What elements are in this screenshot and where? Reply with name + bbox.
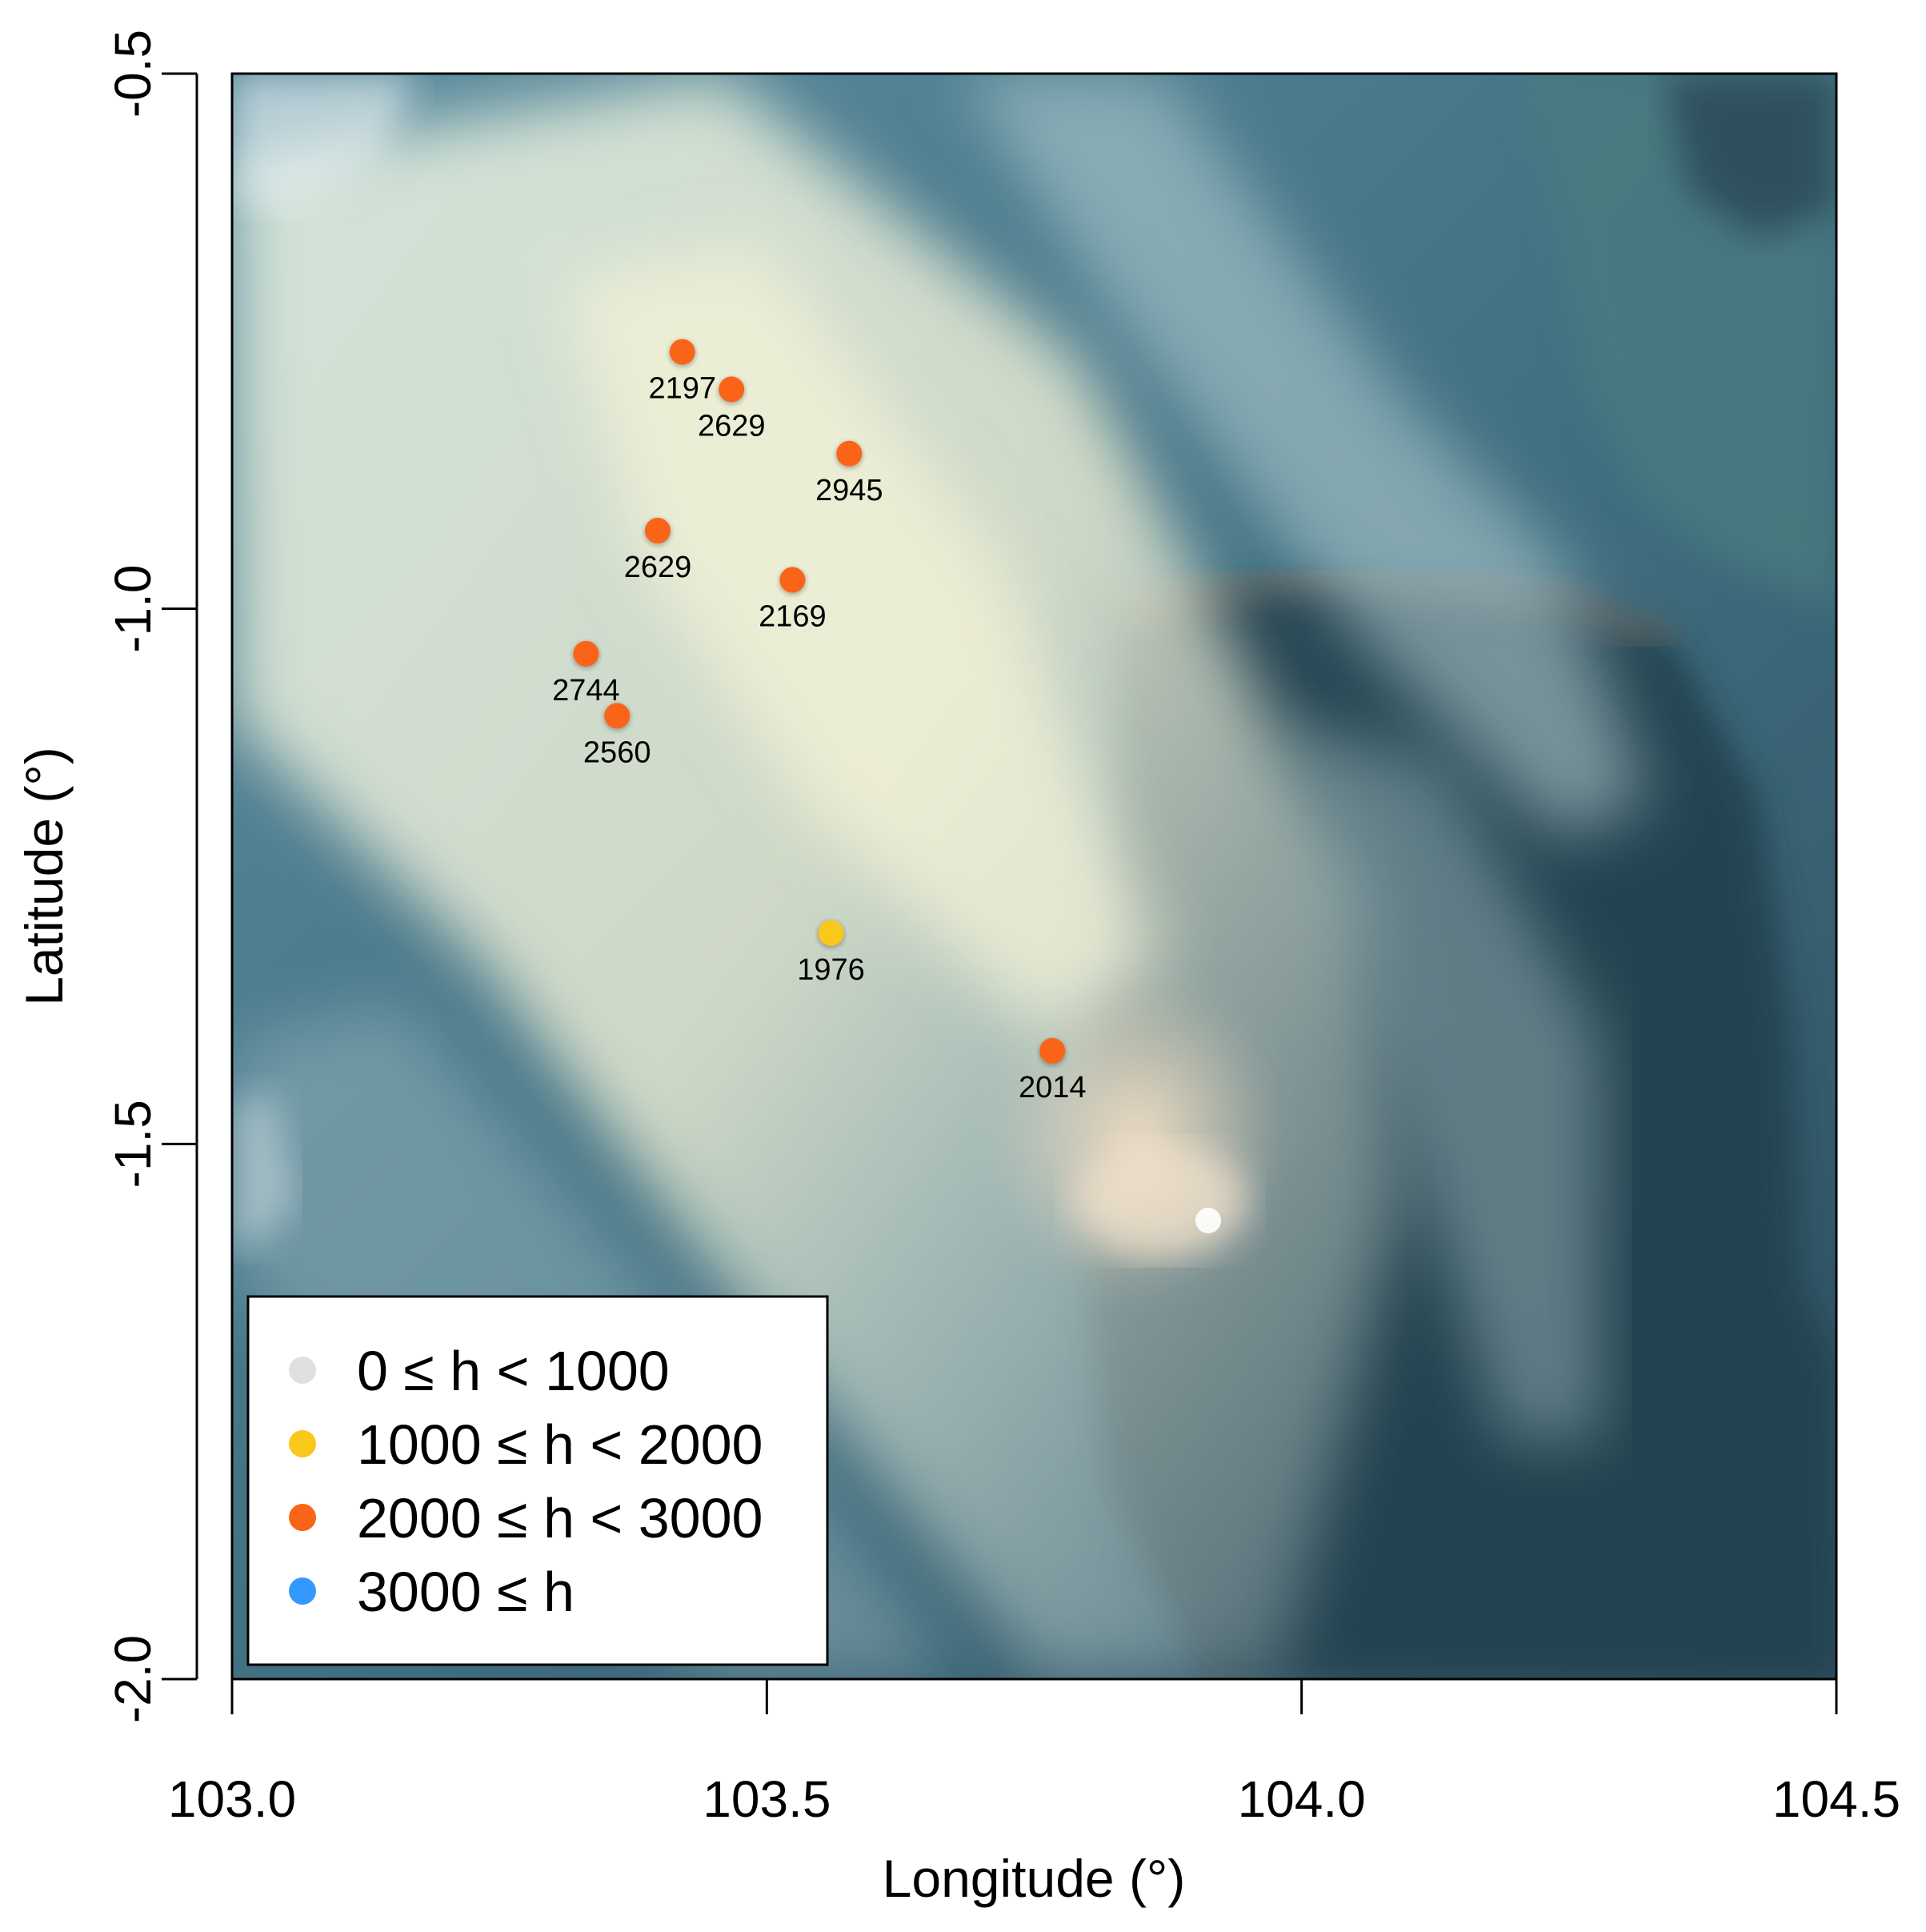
legend-marker [289, 1357, 316, 1384]
legend-marker [289, 1577, 316, 1605]
data-point-label: 2744 [552, 674, 620, 707]
x-axis-title: Longitude (°) [883, 1849, 1186, 1908]
legend-label: 2000 ≤ h < 3000 [357, 1487, 763, 1549]
data-points: 2197 2629 2945 2629 2169 2744 2560 1976 2014 [552, 339, 1086, 1104]
y-axis-title: Latitude (°) [14, 747, 74, 1006]
legend-marker [289, 1430, 316, 1457]
legend-box [246, 1295, 829, 1666]
x-tick-label: 104.5 [1772, 1770, 1900, 1828]
data-point [719, 376, 745, 403]
legend-label: 0 ≤ h < 1000 [357, 1340, 670, 1402]
data-point [669, 339, 695, 365]
y-axis: -2.0 -1.5 -1.0 -0.5 [104, 30, 198, 1723]
x-tick-label: 103.0 [168, 1770, 296, 1828]
data-point-label: 2197 [648, 372, 716, 406]
data-point-label: 2169 [759, 600, 827, 634]
data-point [779, 567, 806, 593]
x-axis: 103.0 103.5 104.0 104.5 [168, 1677, 1900, 1828]
x-tick-label: 104.0 [1238, 1770, 1366, 1828]
data-point [836, 440, 863, 467]
legend-marker [289, 1504, 316, 1531]
data-point [604, 703, 631, 729]
y-tick-label: -0.5 [104, 30, 162, 118]
y-tick-label: -2.0 [104, 1635, 162, 1723]
data-point-label: 2014 [1019, 1071, 1087, 1104]
data-point-label: 1976 [797, 953, 865, 987]
data-point-label: 2945 [815, 474, 883, 507]
legend-label: 1000 ≤ h < 2000 [357, 1413, 763, 1476]
legend-label: 3000 ≤ h [357, 1561, 575, 1623]
data-point-label: 2629 [624, 551, 692, 584]
data-point-label: 2560 [583, 736, 651, 769]
data-point [644, 518, 671, 544]
y-tick-label: -1.0 [104, 565, 162, 653]
data-point-label: 2629 [698, 410, 766, 443]
data-point [818, 920, 844, 946]
legend: 0 ≤ h < 1000 1000 ≤ h < 2000 2000 ≤ h < 30… [246, 1295, 829, 1666]
y-tick-label: -1.5 [104, 1100, 162, 1188]
data-point [573, 640, 599, 667]
x-tick-label: 103.5 [703, 1770, 831, 1828]
data-point [1039, 1037, 1066, 1064]
